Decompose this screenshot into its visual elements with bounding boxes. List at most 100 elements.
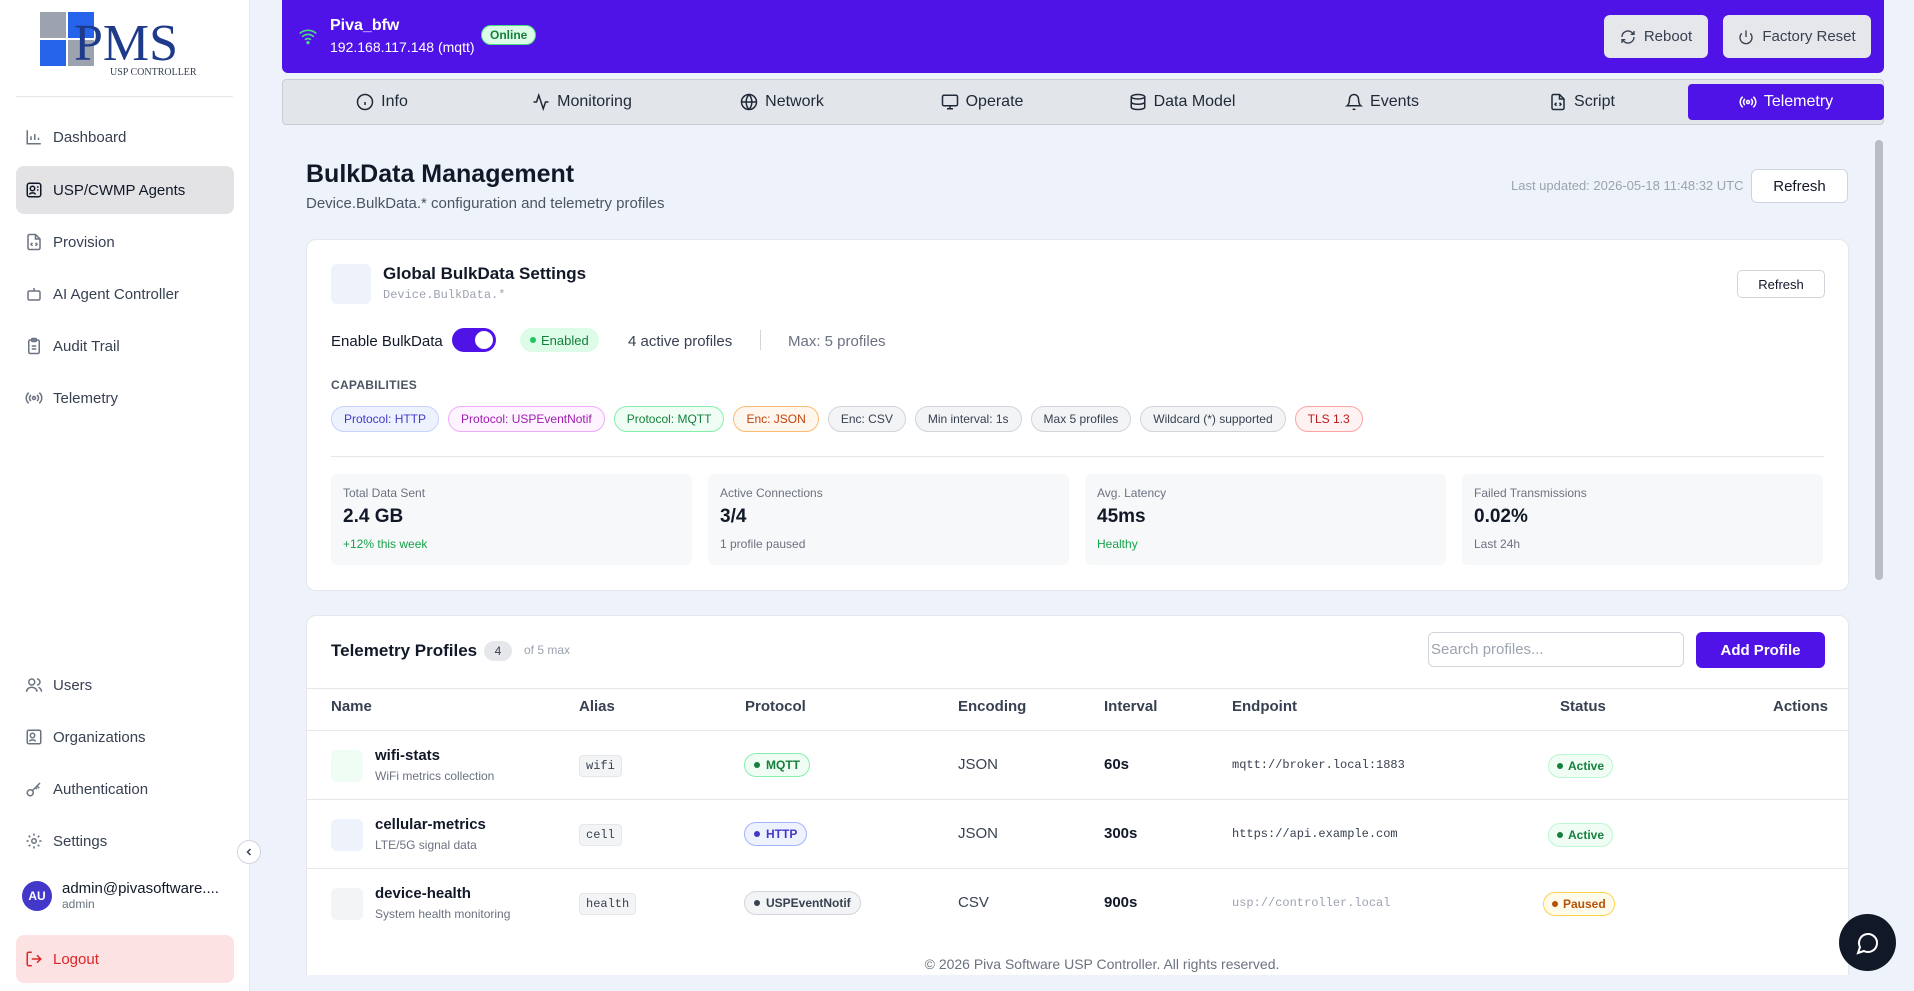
status-label: Active bbox=[1568, 828, 1605, 842]
page-title: BulkData Management bbox=[306, 160, 575, 188]
logo-subtext: USP CONTROLLER bbox=[110, 67, 197, 78]
stat-label: Active Connections bbox=[720, 486, 823, 500]
profile-endpoint: https://api.example.com bbox=[1232, 827, 1398, 841]
settings-icon bbox=[331, 264, 371, 304]
chat-button[interactable] bbox=[1839, 914, 1896, 971]
globe-icon bbox=[740, 93, 758, 111]
tab-monitoring[interactable]: Monitoring bbox=[483, 84, 681, 120]
profiles-max: of 5 max bbox=[524, 643, 571, 657]
status-label: Paused bbox=[1563, 897, 1606, 911]
reboot-button[interactable]: Reboot bbox=[1604, 15, 1708, 58]
sidebar-item-ai-agent-controller[interactable]: AI Agent Controller bbox=[16, 270, 234, 318]
profile-endpoint: usp://controller.local bbox=[1232, 896, 1391, 910]
sidebar-collapse-button[interactable] bbox=[237, 840, 261, 864]
activity-icon bbox=[533, 93, 549, 111]
sidebar-item-authentication[interactable]: Authentication bbox=[16, 765, 234, 813]
refresh-icon bbox=[1621, 29, 1635, 44]
table-row[interactable]: wifi-stats WiFi metrics collection wifi MQT… bbox=[307, 730, 1848, 799]
key-icon bbox=[26, 782, 41, 797]
chart-bar-icon bbox=[26, 130, 41, 145]
logout-button[interactable]: Logout bbox=[16, 935, 234, 983]
clipboard-icon bbox=[28, 337, 40, 355]
column-header-actions[interactable]: Actions bbox=[1773, 698, 1829, 715]
stat-card: Failed Transmissions 0.02% Last 24h bbox=[1462, 474, 1823, 565]
profile-description: LTE/5G signal data bbox=[375, 838, 477, 852]
factory-reset-button[interactable]: Factory Reset bbox=[1723, 15, 1871, 58]
enabled-badge: Enabled bbox=[520, 328, 599, 352]
stat-card: Total Data Sent 2.4 GB +12% this week bbox=[331, 474, 692, 565]
user-email: admin@pivasoftware.... bbox=[62, 880, 219, 897]
status-label: Active bbox=[1568, 759, 1605, 773]
column-header-endpoint[interactable]: Endpoint bbox=[1232, 698, 1297, 715]
stat-value: 3/4 bbox=[720, 506, 747, 527]
sidebar-item-label: Organizations bbox=[53, 728, 146, 746]
column-header-encoding[interactable]: Encoding bbox=[958, 698, 1027, 715]
global-refresh-button[interactable]: Refresh bbox=[1737, 270, 1825, 298]
sidebar-item-telemetry[interactable]: Telemetry bbox=[16, 374, 234, 422]
column-header-name[interactable]: Name bbox=[331, 698, 372, 715]
stat-value: 45ms bbox=[1097, 506, 1146, 527]
profile-name[interactable]: device-health bbox=[375, 885, 471, 902]
avatar: AU bbox=[22, 880, 52, 911]
tab-data-model[interactable]: Data Model bbox=[1083, 84, 1281, 120]
capabilities-list: Protocol: HTTP Protocol: USPEventNotif Pro… bbox=[331, 406, 1363, 432]
factory-reset-label: Factory Reset bbox=[1762, 28, 1856, 45]
users-icon bbox=[25, 678, 43, 692]
tab-script[interactable]: Script bbox=[1483, 84, 1681, 120]
stat-label: Total Data Sent bbox=[343, 486, 426, 500]
add-profile-button[interactable]: Add Profile bbox=[1696, 632, 1825, 668]
refresh-button[interactable]: Refresh bbox=[1751, 169, 1848, 203]
profile-encoding: JSON bbox=[958, 756, 999, 773]
sidebar-item-audit-trail[interactable]: Audit Trail bbox=[16, 322, 234, 370]
enable-bulkdata-toggle[interactable] bbox=[452, 328, 496, 352]
sidebar-item-agents[interactable]: USP/CWMP Agents bbox=[16, 166, 234, 214]
tab-telemetry[interactable]: Telemetry bbox=[1688, 84, 1884, 120]
search-profiles-input[interactable] bbox=[1428, 632, 1684, 667]
footer: © 2026 Piva Software USP Controller. All… bbox=[924, 956, 1280, 972]
capability-chip: Enc: JSON bbox=[733, 406, 819, 432]
logout-icon bbox=[26, 951, 42, 967]
column-header-interval[interactable]: Interval bbox=[1104, 698, 1158, 715]
device-name: Piva_bfw bbox=[330, 17, 400, 34]
capability-chip: TLS 1.3 bbox=[1294, 406, 1363, 432]
profile-name[interactable]: cellular-metrics bbox=[375, 816, 486, 833]
tab-label: Info bbox=[381, 93, 408, 110]
bot-icon bbox=[27, 288, 41, 301]
device-ip: 192.168.117.148 (mqtt) bbox=[330, 39, 475, 55]
global-settings-card: Global BulkData Settings Device.BulkData… bbox=[306, 239, 1849, 591]
main-scrollbar[interactable] bbox=[1875, 140, 1883, 580]
tab-label: Events bbox=[1370, 93, 1419, 110]
column-header-status[interactable]: Status bbox=[1560, 698, 1606, 715]
sidebar-item-provision[interactable]: Provision bbox=[16, 218, 234, 266]
status-badge: Active bbox=[1548, 823, 1614, 847]
protocol-label: MQTT bbox=[766, 758, 800, 772]
sidebar-item-settings[interactable]: Settings bbox=[16, 817, 234, 865]
sidebar-item-dashboard[interactable]: Dashboard bbox=[16, 113, 234, 161]
tab-info[interactable]: Info bbox=[283, 84, 481, 120]
tab-events[interactable]: Events bbox=[1283, 84, 1481, 120]
profile-name[interactable]: wifi-stats bbox=[375, 747, 441, 764]
protocol-badge: HTTP bbox=[744, 822, 808, 846]
tab-label: Monitoring bbox=[557, 93, 632, 110]
column-header-protocol[interactable]: Protocol bbox=[745, 698, 806, 715]
radio-icon bbox=[25, 392, 43, 404]
tab-operate[interactable]: Operate bbox=[883, 84, 1081, 120]
profile-alias: cell bbox=[579, 824, 622, 846]
column-header-alias[interactable]: Alias bbox=[579, 698, 615, 715]
profile-icon bbox=[331, 819, 363, 851]
profile-description: System health monitoring bbox=[375, 907, 511, 921]
sidebar-item-users[interactable]: Users bbox=[16, 661, 234, 709]
protocol-badge: USPEventNotif bbox=[744, 891, 861, 915]
profile-description: WiFi metrics collection bbox=[375, 769, 495, 783]
logo: PMS USP CONTROLLER bbox=[40, 12, 210, 82]
global-settings-path: Device.BulkData.* bbox=[383, 288, 506, 302]
sidebar-item-organizations[interactable]: Organizations bbox=[16, 713, 234, 761]
radio-icon bbox=[1739, 96, 1757, 108]
table-row[interactable]: device-health System health monitoring hea… bbox=[307, 868, 1848, 937]
stat-sub: 1 profile paused bbox=[720, 537, 806, 551]
tab-network[interactable]: Network bbox=[683, 84, 881, 120]
database-icon bbox=[1130, 93, 1146, 111]
user-profile[interactable]: AU admin@pivasoftware.... admin bbox=[22, 880, 219, 911]
table-row[interactable]: cellular-metrics LTE/5G signal data cell HT… bbox=[307, 799, 1848, 868]
file-code-icon bbox=[27, 233, 41, 251]
